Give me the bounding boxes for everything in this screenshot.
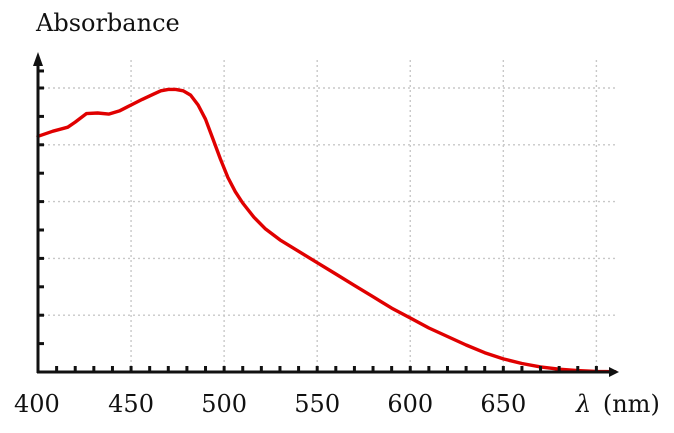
labels-layer: 400 450 500 550 600 650 (14, 390, 526, 418)
x-tick-label: 650 (480, 390, 526, 418)
y-axis-title: Absorbance (35, 9, 180, 37)
y-axis-arrow (33, 52, 43, 66)
x-tick-label: 600 (387, 390, 433, 418)
x-axis-unit: (nm) (603, 390, 660, 418)
x-axis-arrow (609, 367, 619, 377)
x-tick-label: 500 (201, 390, 247, 418)
axes-layer (33, 52, 619, 377)
grid-layer (38, 60, 615, 372)
x-tick-label: 550 (294, 390, 340, 418)
x-tick-label: 400 (14, 390, 60, 418)
x-axis-title: λ (nm) (575, 390, 660, 418)
x-axis-symbol: λ (575, 390, 591, 418)
series-layer (36, 87, 617, 374)
x-tick-label: 450 (108, 390, 154, 418)
absorbance-series-line (36, 87, 617, 374)
